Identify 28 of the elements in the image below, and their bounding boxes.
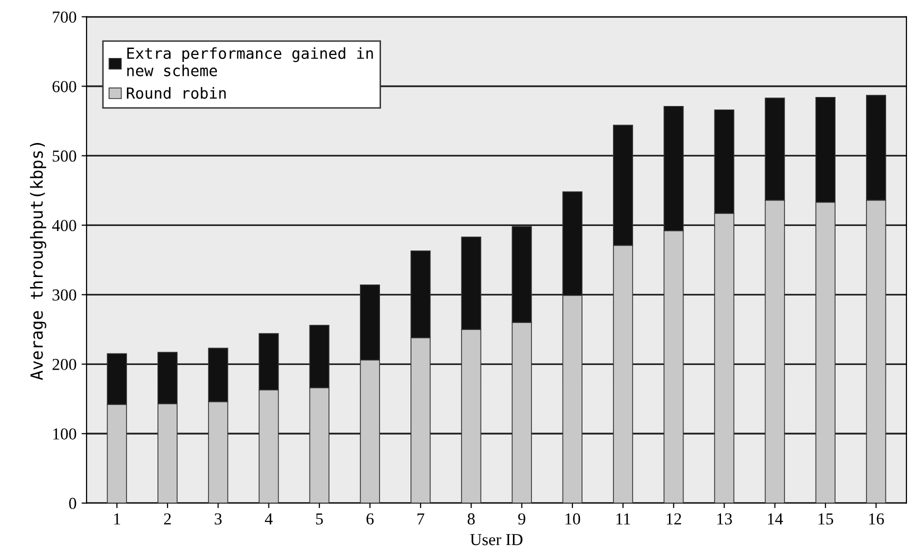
y-tick-label: 500 — [52, 150, 76, 162]
x-tick-label: 11 — [616, 513, 630, 524]
x-tick-label: 8 — [468, 513, 475, 525]
x-tick-label: 10 — [566, 513, 580, 525]
y-tick-label: 300 — [52, 289, 76, 301]
x-tick-label: 7 — [418, 513, 424, 524]
y-tick-label: 100 — [53, 428, 76, 440]
x-tick-label: 13 — [717, 513, 732, 525]
x-tick-label: 16 — [869, 513, 884, 525]
y-axis-title: Average throughput(kbps) — [30, 142, 46, 380]
x-tick-label: 5 — [316, 513, 323, 525]
y-tick-label: 200 — [52, 358, 76, 370]
y-tick-label: 0 — [69, 498, 76, 510]
x-tick-label: 1 — [114, 513, 120, 524]
x-tick-label: 15 — [818, 513, 834, 525]
y-tick-label: 400 — [52, 220, 76, 232]
x-tick-label: 14 — [768, 513, 783, 524]
x-tick-label: 2 — [164, 513, 171, 524]
legend-label: Round robin — [126, 87, 226, 99]
x-tick-label: 4 — [264, 513, 273, 524]
x-tick-label: 12 — [666, 513, 682, 524]
x-tick-label: 9 — [518, 513, 526, 525]
x-axis-title: User ID — [470, 534, 522, 546]
legend-label: Extra performance gained in new scheme — [127, 47, 373, 76]
x-tick-label: 3 — [214, 513, 222, 525]
y-tick-label: 700 — [52, 11, 76, 23]
y-tick-label: 600 — [52, 80, 76, 92]
x-tick-label: 6 — [366, 513, 374, 525]
